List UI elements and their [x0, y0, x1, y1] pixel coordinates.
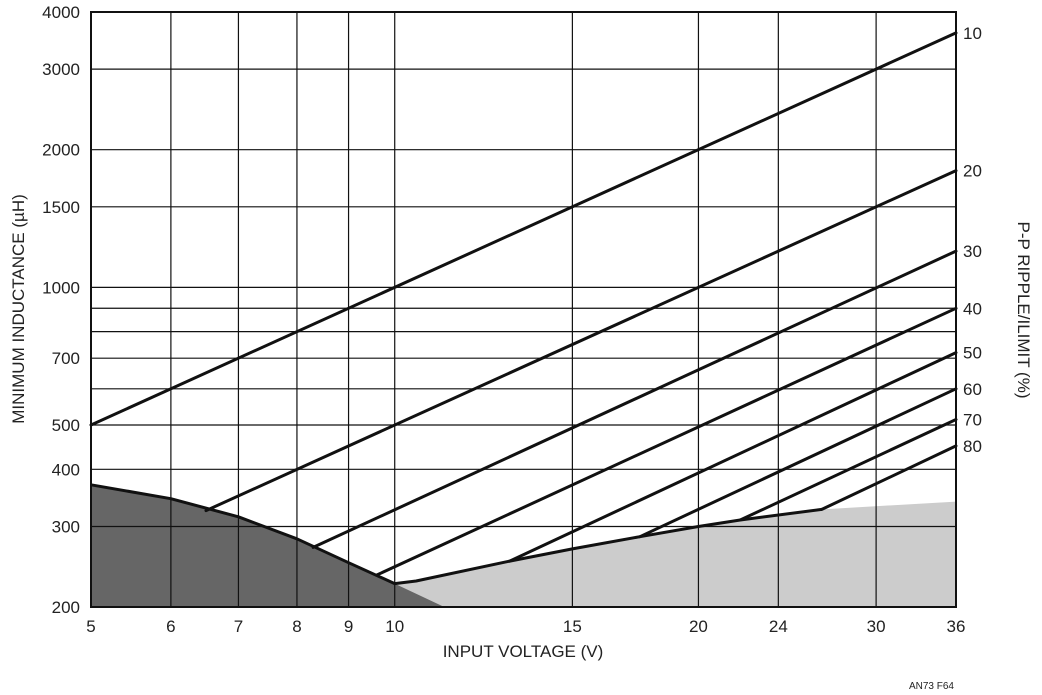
ripple-label-20: 20: [963, 162, 982, 181]
y2-axis-label: P-P RIPPLE/ILIMIT (%): [1014, 222, 1033, 399]
series-line-30: [311, 249, 958, 549]
ripple-label-60: 60: [963, 380, 982, 399]
boundary-line: [90, 483, 822, 586]
y-axis-label: MINIMUM INDUCTANCE (µH): [9, 194, 28, 424]
x-tick-labels: 5 6 7 8 9 10 15 20 24 30 36: [86, 617, 965, 636]
y-tick-label: 200: [52, 598, 80, 617]
x-tick-label: 5: [86, 617, 95, 636]
series-line-50: [508, 351, 958, 563]
ripple-labels: 10 20 30 40 50 60 70 80: [963, 24, 982, 456]
x-axis-label: INPUT VOLTAGE (V): [443, 642, 604, 661]
ripple-label-40: 40: [963, 299, 982, 318]
series-line-20: [204, 169, 958, 513]
x-tick-label: 7: [234, 617, 243, 636]
x-tick-label: 20: [689, 617, 708, 636]
x-tick-label: 6: [166, 617, 175, 636]
y-tick-label: 2000: [42, 141, 80, 160]
series-line-40: [375, 306, 958, 577]
y-tick-label: 1000: [42, 278, 80, 297]
boundary-group: [90, 483, 822, 586]
y-tick-label: 400: [52, 460, 80, 479]
x-tick-label: 15: [563, 617, 582, 636]
ripple-label-30: 30: [963, 242, 982, 261]
y-tick-label: 4000: [42, 3, 80, 22]
x-tick-label: 10: [385, 617, 404, 636]
light-region: [394, 501, 956, 607]
ripple-series: [89, 31, 958, 577]
series-line-70: [738, 418, 958, 522]
ripple-label-50: 50: [963, 344, 982, 363]
y-tick-label: 3000: [42, 60, 80, 79]
x-tick-label: 8: [292, 617, 301, 636]
series-line-10: [89, 31, 958, 427]
plot-frame: [90, 11, 957, 608]
x-tick-label: 36: [947, 617, 966, 636]
y-tick-labels: 200 300 400 500 700 1000 1500 2000 3000 4000: [42, 3, 80, 617]
x-tick-label: 30: [867, 617, 886, 636]
y-tick-label: 1500: [42, 198, 80, 217]
x-tick-label: 24: [769, 617, 788, 636]
ripple-label-80: 80: [963, 437, 982, 456]
x-tick-label: 9: [344, 617, 353, 636]
y-tick-label: 300: [52, 517, 80, 536]
series-line-60: [638, 387, 958, 539]
y-tick-label: 500: [52, 416, 80, 435]
y-tick-label: 700: [52, 349, 80, 368]
ripple-label-70: 70: [963, 411, 982, 430]
figure-id: AN73 F64: [909, 681, 954, 692]
dark-region: [91, 484, 445, 607]
series-line-80: [820, 444, 958, 511]
ripple-label-10: 10: [963, 24, 982, 43]
shaded-regions: [91, 484, 956, 607]
